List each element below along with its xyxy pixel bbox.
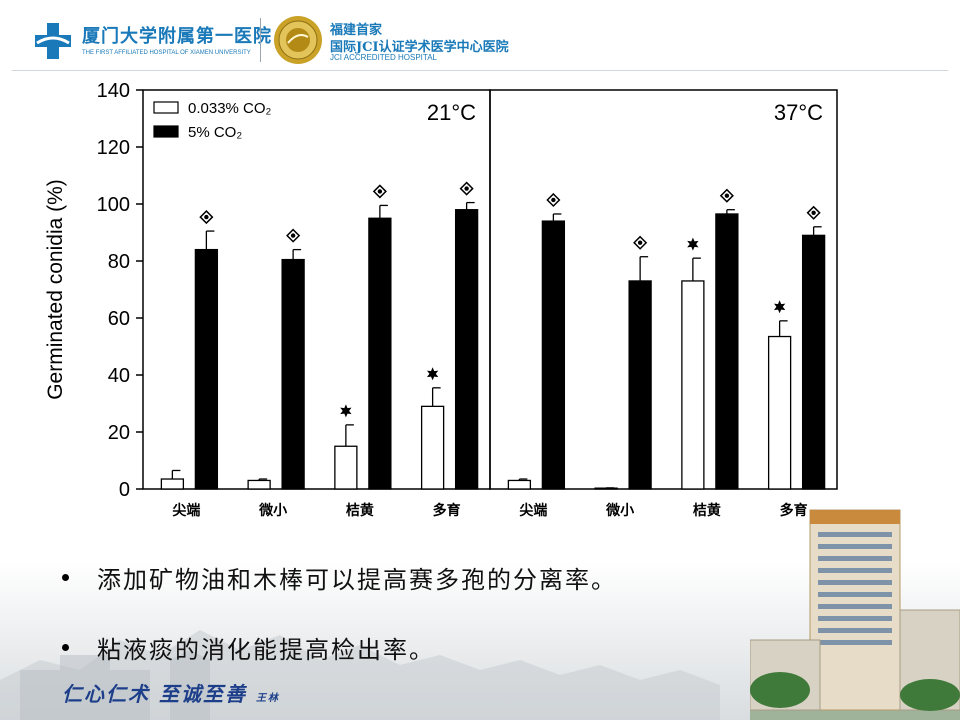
category-label: 微小	[258, 502, 287, 519]
panel-title: 37°C	[774, 100, 823, 125]
significance-star	[340, 404, 352, 418]
bar-high-co2	[368, 217, 392, 490]
bar-low-co2	[420, 405, 445, 490]
significance-diamond-dot	[811, 210, 816, 215]
bullet-dot-icon	[62, 573, 69, 581]
y-tick-label: 140	[97, 80, 130, 102]
bullet-text: 添加矿物油和木棒可以提高赛多孢的分离率。	[97, 565, 617, 594]
hospital-building-image	[750, 509, 960, 720]
bar-high-co2	[715, 213, 739, 490]
y-tick-label: 60	[108, 308, 130, 330]
bar-high-co2	[628, 280, 652, 490]
jci-line3: JCI ACCREDITED HOSPITAL	[330, 53, 437, 62]
category-label: 桔黄	[693, 502, 721, 519]
y-tick-label: 120	[97, 137, 130, 159]
legend-label: 5% CO₂	[188, 124, 242, 141]
panel-frame-2	[489, 89, 838, 490]
significance-diamond-dot	[377, 189, 383, 194]
bar-low-co2	[767, 335, 792, 490]
legend-label: 0.033% CO₂	[188, 100, 272, 117]
bar-high-co2	[541, 220, 566, 490]
y-tick-label: 0	[119, 479, 130, 501]
bullet-item: 添加矿物油和木棒可以提高赛多孢的分离率。	[62, 556, 902, 598]
category-label: 尖端	[519, 502, 547, 519]
bullet-list: 添加矿物油和木棒可以提高赛多孢的分离率。 粘液痰的消化能提高检出率。	[62, 556, 902, 696]
hospital-name-en: THE FIRST AFFILIATED HOSPITAL OF XIAMEN …	[82, 50, 251, 56]
bar-low-co2	[334, 445, 358, 490]
bullet-text: 粘液痰的消化能提高检出率。	[97, 635, 435, 664]
header-rule	[12, 70, 948, 71]
hospital-motto: 仁心仁术 至诚至善 王林	[62, 678, 280, 707]
bar-high-co2	[194, 248, 219, 490]
significance-diamond-dot	[204, 214, 209, 220]
bar-high-co2	[801, 234, 826, 490]
category-label: 尖端	[172, 502, 200, 519]
bar-low-co2	[681, 280, 705, 490]
panel-title: 21°C	[427, 100, 476, 125]
category-label: 多育	[433, 502, 461, 519]
category-label: 微小	[605, 502, 634, 519]
slide-header: 厦门大学附属第一医院 THE FIRST AFFILIATED HOSPITAL…	[0, 0, 960, 70]
significance-star	[774, 300, 786, 314]
y-tick-label: 20	[108, 422, 130, 444]
category-label: 多育	[780, 502, 808, 519]
bar-low-co2	[507, 479, 532, 490]
hospital-name-cn: 厦门大学附属第一医院	[82, 26, 272, 47]
significance-diamond-dot	[724, 193, 730, 198]
significance-diamond-dot	[551, 197, 556, 203]
jci-seal-icon	[274, 16, 322, 64]
bullet-item: 粘液痰的消化能提高检出率。	[62, 626, 902, 668]
jci-line1: 福建首家	[330, 23, 383, 38]
bar-low-co2	[247, 479, 271, 490]
significance-diamond-dot	[637, 240, 643, 245]
jci-line2: 国际JCI认证学术医学中心医院	[330, 40, 509, 55]
hospital-cross-logo-icon	[35, 23, 71, 59]
y-tick-label: 40	[108, 365, 130, 387]
category-label: 桔黄	[346, 502, 374, 519]
motto-text: 仁心仁术 至诚至善	[62, 682, 247, 706]
legend-swatch	[153, 101, 179, 114]
bar-high-co2	[454, 209, 479, 490]
significance-diamond-dot	[464, 186, 469, 191]
significance-star	[427, 367, 439, 381]
header-divider	[260, 18, 261, 62]
bar-high-co2	[281, 258, 305, 490]
motto-signature: 王林	[255, 693, 280, 704]
y-axis-title: Germinated conidia (%)	[44, 179, 67, 400]
significance-diamond-dot	[290, 233, 296, 238]
y-tick-label: 80	[108, 251, 130, 273]
bar-low-co2	[160, 478, 185, 490]
bullet-dot-icon	[62, 643, 69, 651]
germination-chart: 0 20 40 60 80 100 120 140 Germinated conidia (%)…	[44, 80, 838, 519]
y-tick-label: 100	[97, 194, 130, 216]
legend-swatch	[153, 125, 179, 138]
significance-star	[687, 237, 699, 251]
